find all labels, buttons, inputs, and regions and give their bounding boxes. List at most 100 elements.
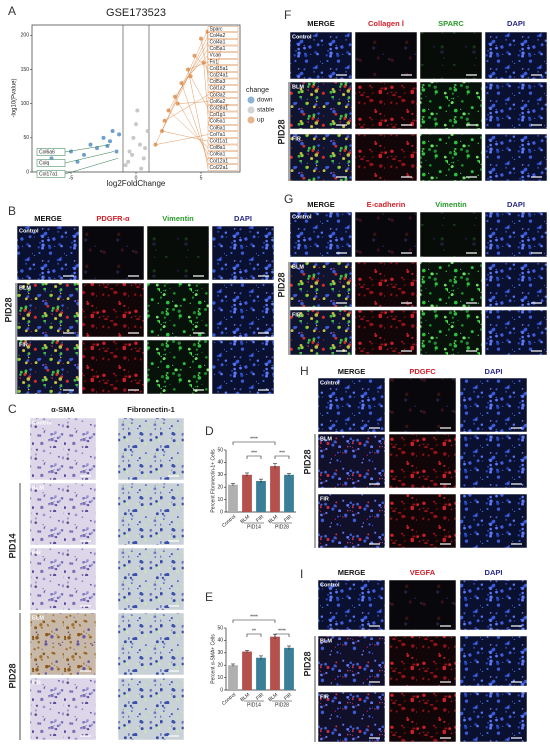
legend-swatch bbox=[247, 96, 255, 104]
column-header: DAPI bbox=[485, 367, 503, 376]
point bbox=[134, 122, 138, 127]
gene-label: Col24a1 bbox=[210, 73, 229, 79]
micrograph bbox=[211, 225, 275, 281]
row-label: Control bbox=[320, 380, 340, 386]
point bbox=[108, 139, 112, 144]
micrograph bbox=[354, 211, 418, 258]
gene-label-box bbox=[207, 131, 239, 138]
micrograph bbox=[317, 377, 386, 433]
group-label: PID14 bbox=[7, 533, 17, 558]
y-axis-label: Percent Fibronectin-1+ Cells bbox=[210, 449, 216, 513]
panel-letter: H bbox=[300, 364, 309, 378]
micrograph bbox=[29, 677, 97, 741]
y-tick-label: 40 bbox=[217, 460, 223, 466]
label-leader bbox=[181, 55, 209, 84]
y-tick-label: 40 bbox=[217, 638, 223, 644]
gene-label: Col5a1 bbox=[210, 46, 226, 52]
row-label: Control bbox=[32, 420, 52, 426]
column-header: E-cadherin bbox=[367, 200, 406, 209]
row-label: BLM bbox=[292, 84, 304, 90]
legend-swatch bbox=[247, 116, 255, 124]
label-leader bbox=[174, 96, 209, 155]
point bbox=[101, 135, 106, 140]
label-leader bbox=[64, 151, 114, 164]
significance-label: **** bbox=[250, 614, 258, 620]
significance-label: *** bbox=[279, 450, 285, 456]
x-tick-label: FIR bbox=[283, 692, 293, 702]
row-label: FIR bbox=[19, 342, 28, 348]
row-label: FIR bbox=[320, 496, 329, 502]
bar bbox=[270, 636, 280, 690]
row-label: FIR bbox=[32, 680, 41, 686]
row-label: FIR bbox=[292, 312, 301, 318]
point bbox=[137, 142, 142, 147]
y-tick-label: 10 bbox=[217, 497, 223, 503]
column-header: DAPI bbox=[507, 19, 525, 28]
y-axis-label: Percent α-SMA+ Cells bbox=[210, 634, 216, 684]
y-tick-label: 50 bbox=[217, 625, 223, 631]
row-label: Control bbox=[292, 214, 312, 220]
label-leader bbox=[187, 69, 209, 168]
label-leader bbox=[177, 101, 209, 104]
gene-label-box bbox=[36, 170, 66, 178]
x-tick-label: 5 bbox=[200, 175, 203, 181]
gene-label-box bbox=[207, 144, 239, 151]
gene-label: Col3a2 bbox=[210, 92, 226, 98]
gene-label-box bbox=[207, 164, 239, 171]
bar bbox=[242, 651, 252, 690]
gene-label-box bbox=[207, 157, 239, 164]
point bbox=[141, 156, 146, 161]
row-label: FIR bbox=[292, 136, 301, 142]
gene-label-box bbox=[207, 91, 239, 98]
column-header: MERGE bbox=[338, 568, 366, 577]
column-header: SPARC bbox=[438, 19, 464, 28]
row-label: Control bbox=[320, 582, 340, 588]
panel-letter: E bbox=[205, 590, 213, 604]
x-tick-label: BLM bbox=[239, 514, 251, 525]
row-label: BLM bbox=[292, 264, 304, 270]
micrograph bbox=[117, 547, 185, 611]
x-tick-label: FIR bbox=[255, 692, 265, 702]
gene-label: Col1g1 bbox=[210, 112, 226, 118]
point bbox=[135, 108, 140, 113]
column-header: DAPI bbox=[507, 200, 525, 209]
micrograph bbox=[117, 482, 185, 546]
x-tick-label: -5 bbox=[69, 175, 74, 181]
y-axis-label: -log10(Pvalue) bbox=[12, 78, 18, 117]
gene-label: Col15a1 bbox=[210, 66, 229, 72]
legend-title: change bbox=[246, 87, 269, 94]
significance-bracket bbox=[246, 633, 262, 637]
column-header: Fibronectin-1 bbox=[127, 405, 175, 414]
y-tick-label: 10 bbox=[217, 675, 223, 681]
micrograph bbox=[289, 31, 353, 80]
micrograph bbox=[117, 677, 185, 741]
label-leader bbox=[200, 38, 209, 76]
gene-label: Sparc bbox=[210, 26, 224, 32]
micrograph bbox=[317, 433, 386, 489]
gene-label-box bbox=[207, 52, 239, 59]
label-leader bbox=[187, 61, 209, 70]
point bbox=[139, 166, 144, 171]
micrograph bbox=[81, 339, 145, 395]
gene-label: Fn1 bbox=[210, 59, 219, 65]
row-label: BLM bbox=[32, 485, 44, 491]
significance-bracket bbox=[246, 455, 262, 459]
micrograph bbox=[388, 493, 457, 549]
point bbox=[82, 152, 86, 157]
gene-label: Col5a3 bbox=[210, 79, 226, 85]
group-label: PID28 bbox=[7, 663, 17, 688]
micrograph bbox=[419, 133, 483, 182]
micrograph bbox=[117, 417, 185, 481]
x-tick-label: FIR bbox=[255, 514, 265, 524]
gene-label: Vcan bbox=[210, 53, 222, 59]
y-tick-label: 20 bbox=[217, 663, 223, 669]
group-label: PID28 bbox=[275, 524, 289, 530]
group-label: PID28 bbox=[302, 651, 312, 676]
micrograph bbox=[29, 612, 97, 676]
label-leader bbox=[161, 35, 209, 132]
column-header: Vimentin bbox=[435, 200, 467, 209]
panel-letter: F bbox=[284, 8, 291, 22]
micrograph bbox=[289, 133, 353, 182]
micrograph bbox=[484, 211, 548, 258]
